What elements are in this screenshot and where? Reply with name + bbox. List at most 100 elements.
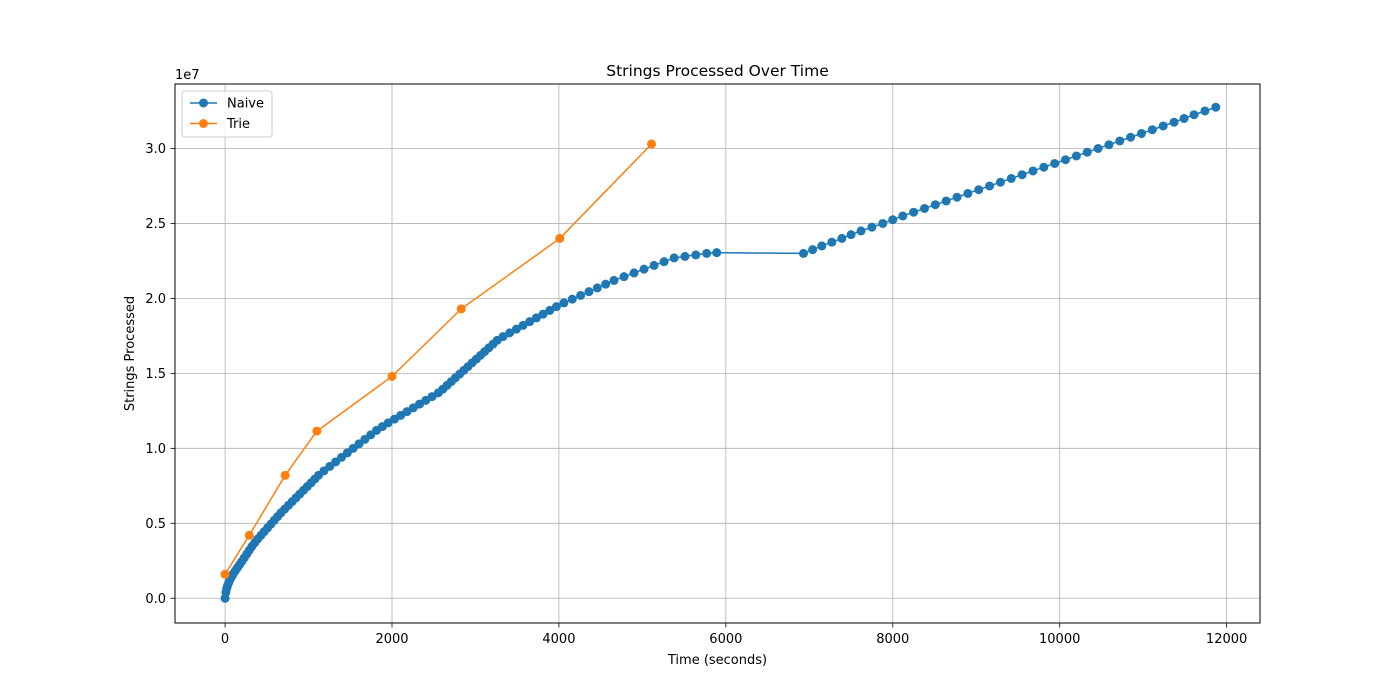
series-line-naive [224,106,1217,599]
data-point-naive [1028,166,1038,176]
x-tick-label: 12000 [1206,632,1247,647]
data-point-naive [952,192,962,202]
data-point-naive [974,185,984,195]
data-point-naive [867,222,877,232]
chart-title: Strings Processed Over Time [606,62,829,80]
data-point-trie [280,470,290,480]
data-point-trie [387,371,397,381]
y-tick-label: 0.5 [145,517,166,532]
data-point-trie [244,530,254,540]
y-tick-label: 2.0 [145,292,166,307]
data-point-naive [576,290,586,300]
data-point-naive [1050,158,1060,168]
x-tick-label: 6000 [709,632,742,647]
data-point-naive [878,218,888,228]
data-point-naive [649,260,659,270]
plot-frame [174,83,1261,624]
data-point-naive [592,283,602,293]
y-tick-label: 1.5 [145,367,166,382]
data-point-naive [846,230,856,240]
data-point-naive [888,215,898,225]
x-tick-label: 0 [221,632,229,647]
data-point-naive [584,287,594,297]
data-point-naive [669,253,679,263]
data-point-naive [919,203,929,213]
legend-label-naive: Naive [227,97,264,112]
data-point-naive [712,248,722,258]
data-point-trie [647,139,657,149]
data-point-naive [963,188,973,198]
data-point-naive [567,294,577,304]
data-point-naive [1189,110,1199,120]
data-point-naive [531,313,541,323]
series-naive [220,102,1221,603]
data-point-naive [511,324,521,334]
data-point-naive [1082,147,1092,157]
data-point-naive [1179,113,1189,123]
y-axis-offset-label: 1e7 [175,68,200,83]
legend-marker-naive [199,98,208,108]
data-point-naive [1006,173,1016,183]
data-point-naive [601,279,611,289]
data-point-naive [545,305,555,315]
y-axis-title: Strings Processed [123,296,138,411]
data-point-naive [898,211,908,221]
x-axis-title: Time (seconds) [667,653,767,668]
data-point-trie [312,426,322,436]
data-point-naive [837,233,847,243]
data-point-naive [1136,128,1146,138]
data-point-trie [555,233,565,243]
series-line-trie [224,143,653,575]
data-point-trie [456,304,466,314]
x-tick-label: 10000 [1039,632,1080,647]
series-trie [220,139,657,579]
data-point-naive [1115,136,1125,146]
data-point-naive [629,268,639,278]
data-point-naive [1093,143,1103,153]
data-point-naive [518,320,528,330]
legend-label-trie: Trie [226,117,250,132]
data-point-naive [1039,162,1049,172]
tick-layer: 0 2000 4000 6000 8000 10000 12000 0.0 0.5 1.0 1.5 2… [145,142,1247,647]
data-point-naive [505,328,515,338]
data-point-naive [1126,132,1136,142]
data-point-naive [1200,106,1210,116]
data-point-naive [702,248,712,258]
x-tick-label: 4000 [542,632,575,647]
grid-layer [175,84,1260,623]
y-tick-label: 0.0 [145,592,166,607]
data-point-naive [798,248,808,258]
data-point-naive [930,200,940,210]
data-point-naive [941,196,951,206]
data-point-naive [639,264,649,274]
data-point-naive [1071,151,1081,161]
data-point-naive [525,317,535,327]
legend-marker-trie [199,119,208,128]
y-tick-label: 3.0 [145,142,166,157]
x-tick-label: 2000 [375,632,408,647]
data-point-trie [220,569,230,579]
data-point-naive [680,251,690,261]
y-tick-label: 2.5 [145,217,166,232]
data-point-naive [1017,170,1027,180]
data-point-naive [909,207,919,217]
data-point-naive [1158,121,1168,131]
data-point-naive [1061,155,1071,165]
data-point-naive [659,257,669,267]
data-point-naive [691,250,701,260]
legend: Naive Trie [181,90,273,138]
y-tick-label: 1.0 [145,442,166,457]
data-point-naive [817,241,827,251]
data-point-naive [498,332,508,342]
data-point-naive [1169,117,1179,127]
series-layer [220,102,1221,603]
data-point-naive [619,272,629,282]
data-point-naive [538,309,548,319]
data-point-naive [551,302,561,312]
data-point-naive [808,245,818,255]
x-tick-label: 8000 [876,632,909,647]
data-point-naive [1104,140,1114,150]
data-point-naive [1211,102,1221,112]
